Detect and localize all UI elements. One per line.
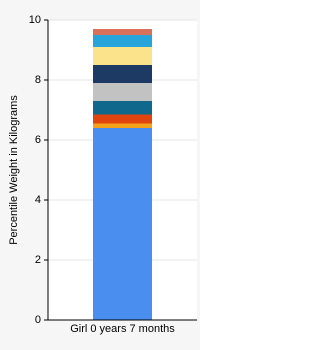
bar-segment — [93, 101, 152, 115]
y-tick-label: 8 — [35, 74, 41, 86]
y-tick-label: 0 — [35, 314, 41, 326]
y-tick-label: 4 — [35, 194, 41, 206]
bar-segment — [93, 35, 152, 47]
bar-segment — [93, 128, 152, 320]
x-tick-label: Girl 0 years 7 months — [70, 323, 175, 335]
bar-segment — [93, 47, 152, 65]
y-tick-label: 10 — [29, 14, 41, 26]
bar-segment — [93, 29, 152, 35]
bar-segment — [93, 114, 152, 124]
y-tick-label: 2 — [35, 254, 41, 266]
chart: Percentile Weight in Kilograms 0 2 4 6 8 10 Gi… — [7, 13, 197, 335]
y-axis-label: Percentile Weight in Kilograms — [8, 95, 20, 245]
bar-segment — [93, 123, 152, 128]
bar-segment — [93, 65, 152, 83]
y-tick-label: 6 — [35, 134, 41, 146]
bar-segment — [93, 83, 152, 101]
